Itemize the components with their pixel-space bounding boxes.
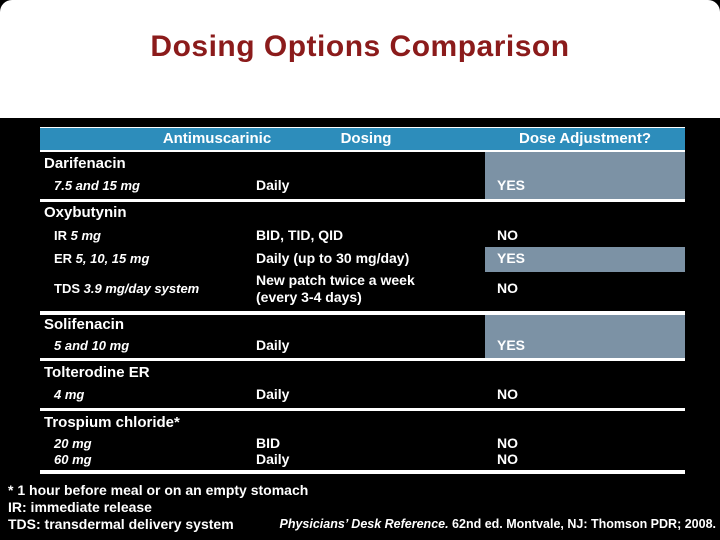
dose-value: 7.5 and 15 mg	[54, 178, 140, 193]
dosing-value: BID	[256, 435, 281, 451]
dose-value: 5 mg	[70, 228, 101, 243]
adjustment-value: YES	[497, 250, 526, 266]
divider	[40, 358, 685, 361]
table-header-bar	[40, 127, 685, 152]
dosing-line-2: (every 3-4 days)	[256, 289, 362, 305]
dose-label: 20 mg	[54, 435, 92, 452]
column-header-dose-adjustment: Dose Adjustment?	[519, 130, 651, 147]
column-header-antimuscarinic: Antimuscarinic	[162, 130, 272, 147]
divider	[40, 408, 685, 411]
citation-source: Physicians’ Desk Reference.	[279, 517, 449, 531]
divider	[40, 470, 685, 474]
adjustment-value: YES	[497, 337, 526, 353]
dose-label: 7.5 and 15 mg	[54, 177, 140, 194]
dose-label: IR 5 mg	[54, 227, 101, 244]
dosing-value: Daily	[256, 386, 290, 402]
column-header-dosing: Dosing	[340, 130, 392, 147]
highlight-cell-solifenacin	[485, 315, 685, 358]
dose-prefix: ER	[54, 251, 76, 266]
adjustment-value: NO	[497, 227, 518, 243]
adjustment-value: NO	[497, 280, 518, 296]
dose-value: 20 mg	[54, 436, 92, 451]
slide-white-band	[0, 0, 720, 118]
dose-value: 4 mg	[54, 387, 85, 402]
dosing-value: Daily (up to 30 mg/day)	[256, 250, 410, 266]
highlight-cell-oxybutynin-er	[485, 247, 685, 272]
dose-prefix: TDS	[54, 281, 84, 296]
dosing-value: Daily	[256, 177, 290, 193]
dosing-value: BID, TID, QID	[256, 227, 344, 243]
dose-label: ER 5, 10, 15 mg	[54, 250, 149, 267]
drug-name: Trospium chloride*	[44, 414, 180, 431]
dose-value: 5, 10, 15 mg	[75, 251, 150, 266]
highlight-cell-darifenacin	[485, 152, 685, 199]
drug-name: Oxybutynin	[44, 204, 127, 221]
citation-rest: 62nd ed. Montvale, NJ: Thomson PDR; 2008…	[448, 517, 716, 531]
drug-name: Darifenacin	[44, 155, 126, 172]
dose-label: TDS 3.9 mg/day system	[54, 280, 199, 297]
dose-label: 60 mg	[54, 451, 92, 468]
adjustment-value: YES	[497, 177, 526, 193]
dosing-line-1: New patch twice a week	[256, 272, 415, 288]
dose-value: 60 mg	[54, 452, 92, 467]
page-title: Dosing Options Comparison	[150, 30, 570, 63]
divider	[40, 311, 685, 315]
dosing-value: New patch twice a week (every 3-4 days)	[256, 272, 415, 306]
citation: Physicians’ Desk Reference. 62nd ed. Mon…	[280, 517, 717, 531]
drug-name: Solifenacin	[44, 316, 125, 333]
divider	[40, 199, 685, 202]
footnote-asterisk: * 1 hour before meal or on an empty stom…	[8, 482, 309, 498]
dose-label: 5 and 10 mg	[54, 337, 129, 354]
footnote-tds: TDS: transdermal delivery system	[8, 516, 234, 532]
adjustment-value: NO	[497, 435, 518, 451]
drug-name: Tolterodine ER	[44, 364, 150, 381]
footnote-ir: IR: immediate release	[8, 499, 152, 515]
dose-value: 5 and 10 mg	[54, 338, 130, 353]
adjustment-value: NO	[497, 451, 518, 467]
dosing-value: Daily	[256, 337, 290, 353]
dose-label: 4 mg	[54, 386, 84, 403]
dose-value: 3.9 mg/day system	[83, 281, 200, 296]
adjustment-value: NO	[497, 386, 518, 402]
dosing-value: Daily	[256, 451, 290, 467]
dose-prefix: IR	[54, 228, 71, 243]
